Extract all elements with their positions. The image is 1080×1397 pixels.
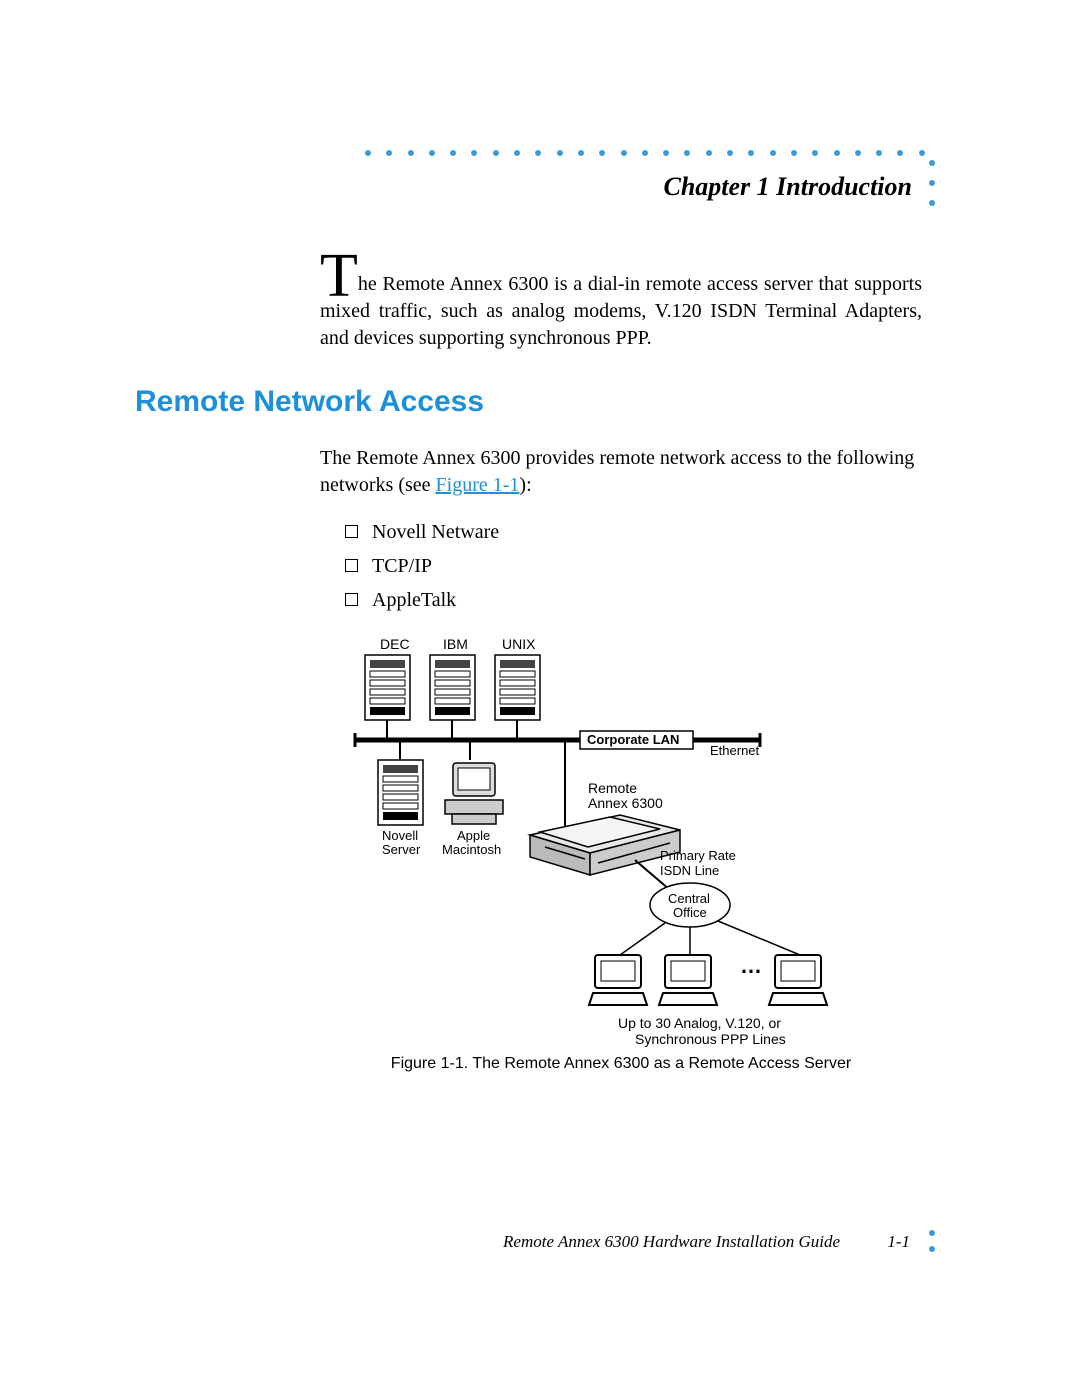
chapter-title: Chapter 1 Introduction: [663, 172, 912, 202]
body-paragraph: The Remote Annex 6300 provides remote ne…: [320, 445, 922, 499]
dot-column: [929, 160, 935, 206]
bullet-list: Novell Netware TCP/IP AppleTalk: [345, 515, 499, 617]
bullet-text: AppleTalk: [372, 589, 456, 611]
footer-dots: [929, 1230, 935, 1252]
svg-text:IBM: IBM: [443, 636, 468, 652]
bullet-text: Novell Netware: [372, 521, 499, 543]
svg-text:…: …: [740, 953, 762, 978]
intro-text: he Remote Annex 6300 is a dial-in remote…: [320, 273, 922, 349]
body-post: ):: [519, 474, 531, 496]
bullet-icon: [345, 525, 358, 538]
list-item: TCP/IP: [345, 549, 499, 583]
svg-text:ISDN Line: ISDN Line: [660, 863, 719, 878]
svg-text:Up to 30 Analog, V.120, or: Up to 30 Analog, V.120, or: [618, 1015, 781, 1031]
network-diagram: DEC IBM UNIX: [340, 635, 910, 1055]
intro-paragraph: The Remote Annex 6300 is a dial-in remot…: [320, 255, 922, 352]
dropcap: T: [320, 242, 358, 310]
svg-text:Remote: Remote: [588, 780, 637, 796]
svg-text:Office: Office: [673, 905, 707, 920]
bullet-text: TCP/IP: [372, 555, 432, 577]
svg-text:Annex 6300: Annex 6300: [588, 795, 663, 811]
figure-caption: Figure 1-1. The Remote Annex 6300 as a R…: [320, 1055, 922, 1073]
svg-text:Synchronous PPP Lines: Synchronous PPP Lines: [635, 1031, 786, 1047]
svg-text:Server: Server: [382, 842, 421, 857]
svg-text:Apple: Apple: [457, 828, 490, 843]
svg-text:Central: Central: [668, 891, 710, 906]
svg-text:Ethernet: Ethernet: [710, 743, 760, 758]
footer-page-number: 1-1: [887, 1232, 910, 1252]
svg-text:UNIX: UNIX: [502, 636, 536, 652]
bullet-icon: [345, 593, 358, 606]
list-item: AppleTalk: [345, 583, 499, 617]
page: Chapter 1 Introduction The Remote Annex …: [0, 0, 1080, 1397]
svg-text:DEC: DEC: [380, 636, 410, 652]
svg-text:Novell: Novell: [382, 828, 418, 843]
dot-row: [365, 150, 925, 156]
footer-doc-title: Remote Annex 6300 Hardware Installation …: [503, 1232, 840, 1252]
section-heading: Remote Network Access: [135, 385, 484, 419]
body-pre: The Remote Annex 6300 provides remote ne…: [320, 447, 914, 496]
svg-text:Macintosh: Macintosh: [442, 842, 501, 857]
list-item: Novell Netware: [345, 515, 499, 549]
svg-text:Primary Rate: Primary Rate: [660, 848, 736, 863]
svg-text:Corporate LAN: Corporate LAN: [587, 732, 679, 747]
bullet-icon: [345, 559, 358, 572]
figure-reference-link[interactable]: Figure 1-1: [436, 474, 520, 496]
